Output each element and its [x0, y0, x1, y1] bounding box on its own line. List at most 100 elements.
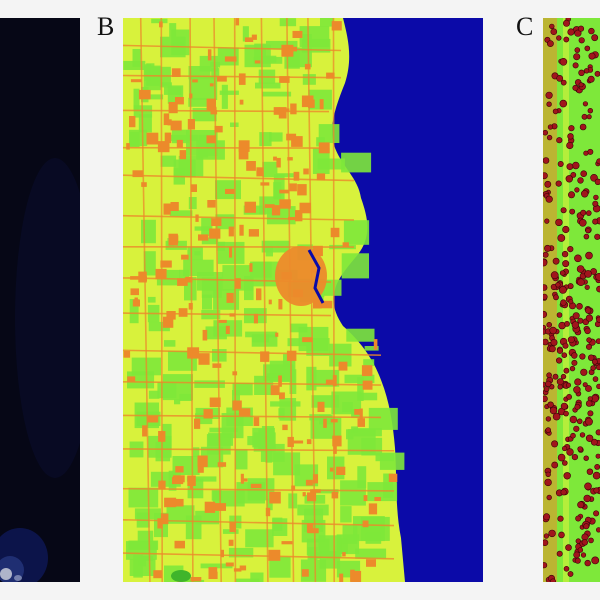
point-marker [587, 354, 595, 361]
panel-c-label: C [516, 12, 534, 41]
point-marker [588, 52, 596, 60]
point-marker [560, 373, 567, 380]
point-marker [543, 293, 548, 300]
vegetation-patch [199, 55, 218, 72]
vegetation-patch [186, 476, 217, 482]
urban-patch [176, 139, 183, 148]
point-marker [545, 380, 552, 387]
urban-patch [350, 569, 355, 582]
point-marker [556, 550, 563, 557]
point-marker [581, 539, 588, 546]
vegetation-patch [363, 359, 375, 367]
urban-patch [265, 507, 271, 517]
point-marker [567, 133, 574, 140]
vegetation-patch [253, 56, 283, 64]
point-marker [547, 124, 554, 130]
urban-patch [195, 214, 199, 222]
vegetation-patch [129, 131, 140, 148]
point-marker [571, 359, 578, 366]
point-marker [550, 338, 558, 346]
urban-patch [207, 200, 216, 208]
urban-patch [269, 491, 281, 504]
vegetation-patch [146, 94, 164, 100]
urban-patch [160, 260, 172, 268]
vegetation-patch [221, 84, 228, 109]
urban-patch [312, 474, 318, 484]
vegetation-patch [276, 173, 295, 178]
point-marker [544, 218, 550, 224]
point-marker [559, 99, 568, 108]
point-marker [572, 161, 580, 170]
urban-patch [240, 473, 244, 484]
urban-patch [202, 329, 208, 341]
urban-patch [209, 397, 221, 408]
urban-patch [210, 110, 218, 115]
point-marker [558, 531, 565, 539]
point-marker [596, 527, 600, 533]
point-marker [577, 278, 585, 287]
urban-patch [256, 288, 262, 301]
point-marker [582, 101, 589, 107]
urban-patch [130, 288, 139, 296]
point-marker [548, 345, 556, 353]
point-marker [556, 137, 563, 144]
vegetation-patch [341, 253, 369, 279]
point-marker [593, 510, 600, 517]
point-marker [546, 372, 552, 379]
point-distribution-image [543, 18, 600, 582]
urban-patch [279, 108, 290, 112]
urban-patch [290, 103, 297, 115]
road-line [123, 74, 342, 79]
vegetation-patch [232, 382, 253, 396]
urban-patch [307, 492, 317, 502]
urban-patch [268, 549, 281, 561]
vegetation-patch [255, 82, 281, 89]
point-marker [543, 129, 548, 136]
road-line [260, 18, 269, 582]
point-marker [592, 200, 599, 207]
point-marker [583, 68, 590, 74]
vegetation-patch [262, 161, 278, 178]
urban-patch [157, 518, 163, 529]
urban-patch [226, 292, 234, 303]
point-marker [556, 347, 564, 354]
point-marker [560, 207, 567, 214]
point-marker [560, 299, 567, 306]
urban-patch [167, 119, 172, 126]
vegetation-patch [205, 326, 227, 340]
vegetation-patch [331, 391, 362, 415]
vegetation-patch [297, 504, 329, 516]
urban-patch [168, 102, 178, 114]
urban-patch [238, 140, 250, 152]
urban-patch [170, 202, 179, 211]
urban-patch [153, 570, 162, 579]
urban-patch [363, 495, 368, 502]
urban-patch [297, 184, 307, 196]
point-marker [571, 454, 579, 461]
point-marker [583, 523, 590, 530]
urban-patch [175, 466, 184, 473]
urban-patch [273, 156, 277, 161]
point-marker [563, 472, 571, 480]
vegetation-patch [266, 498, 273, 511]
vegetation-patch [169, 210, 193, 217]
point-marker [592, 218, 599, 225]
road-line [123, 552, 395, 560]
urban-patch [123, 350, 131, 358]
vegetation-patch [306, 366, 317, 391]
vegetation-patch [128, 487, 159, 508]
road-line [160, 18, 163, 582]
urban-patch [129, 116, 136, 128]
urban-patch [268, 299, 272, 305]
vegetation-patch [148, 435, 172, 458]
urban-patch [256, 167, 264, 177]
urban-patch [228, 226, 234, 237]
point-marker [545, 427, 551, 433]
urban-patch [214, 125, 223, 133]
urban-patch [163, 203, 171, 215]
point-marker [551, 440, 559, 448]
urban-patch [197, 466, 204, 473]
point-marker [574, 29, 582, 37]
urban-patch [306, 439, 312, 445]
land-cover-image [123, 18, 483, 582]
